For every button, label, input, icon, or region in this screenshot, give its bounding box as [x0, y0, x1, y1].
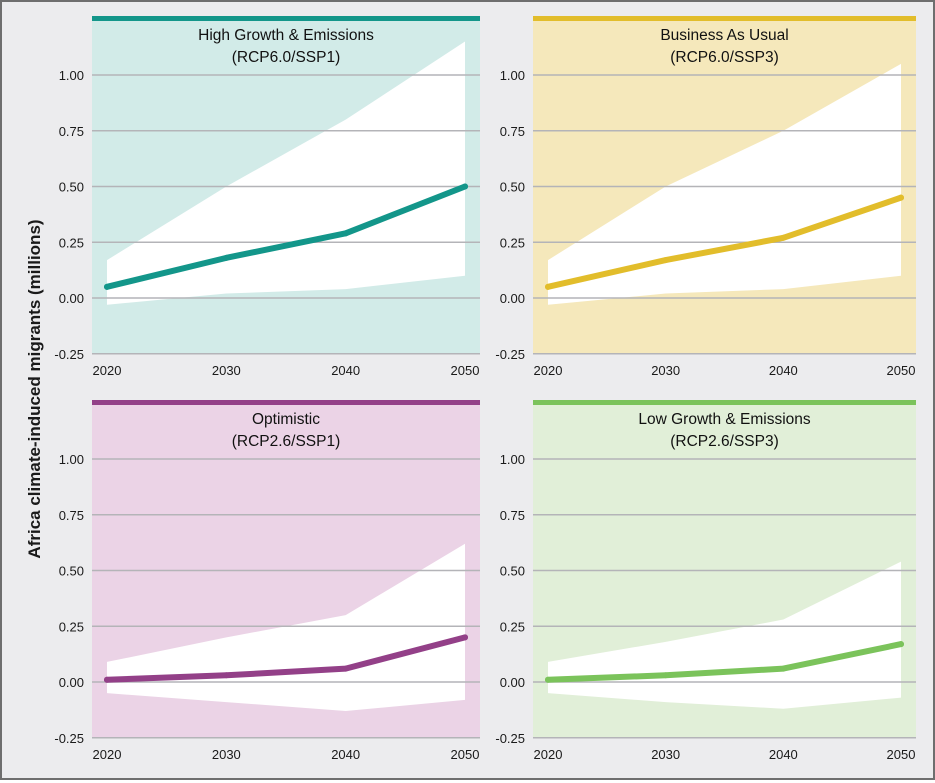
- y-tick-label: 1.00: [59, 452, 84, 467]
- data-point: [104, 676, 110, 683]
- data-point: [545, 676, 551, 683]
- panel-title: Low Growth & Emissions: [638, 411, 811, 428]
- panel-top-bar: [92, 400, 480, 405]
- x-tick-label: 2030: [212, 363, 241, 378]
- chart-panel-2: -0.25 0.00 0.25 0.50 0.75 1.00 2020 2030 2040 205…: [495, 16, 916, 378]
- y-tick-label: -0.25: [54, 731, 84, 746]
- data-point: [462, 634, 468, 641]
- y-tick-label: 1.00: [500, 68, 525, 83]
- series-line: [104, 183, 468, 290]
- chart-panel-1: -0.25 0.00 0.25 0.50 0.75 1.00 2020 2030 2040 205…: [54, 16, 480, 378]
- x-tick-label: 2020: [93, 363, 122, 378]
- x-tick-label: 2040: [769, 363, 798, 378]
- x-tick-label: 2050: [887, 363, 916, 378]
- y-tick-label: 0.50: [500, 564, 525, 579]
- y-tick-label: 0.00: [500, 291, 525, 306]
- data-point: [104, 283, 110, 290]
- panel-title: High Growth & Emissions: [198, 27, 374, 44]
- x-tick-label: 2030: [212, 747, 241, 762]
- y-tick-label: 0.25: [59, 235, 84, 250]
- series-line: [545, 194, 904, 290]
- panel-top-bar: [92, 16, 480, 21]
- panel-top-bar: [533, 400, 916, 405]
- y-tick-label: 0.25: [500, 619, 525, 634]
- y-tick-label: 0.25: [59, 619, 84, 634]
- y-tick-label: -0.25: [54, 347, 84, 362]
- data-point: [662, 672, 669, 679]
- panel-subtitle: (RCP6.0/SSP1): [232, 49, 341, 66]
- x-tick-label: 2040: [331, 363, 360, 378]
- data-point: [662, 257, 669, 264]
- x-tick-label: 2020: [534, 747, 563, 762]
- y-tick-label: 0.50: [59, 564, 84, 579]
- y-tick-label: 0.50: [500, 180, 525, 195]
- y-tick-label: 0.50: [59, 180, 84, 195]
- y-tick-label: 0.75: [500, 508, 525, 523]
- y-axis-label: Africa climate-induced migrants (million…: [25, 219, 44, 558]
- panel-subtitle: (RCP2.6/SSP3): [670, 433, 779, 450]
- panel-subtitle: (RCP2.6/SSP1): [232, 433, 341, 450]
- x-tick-label: 2020: [534, 363, 563, 378]
- x-tick-label: 2040: [769, 747, 798, 762]
- y-tick-label: 0.75: [500, 124, 525, 139]
- y-tick-label: 0.25: [500, 235, 525, 250]
- x-tick-label: 2050: [451, 363, 480, 378]
- y-tick-label: 0.75: [59, 508, 84, 523]
- data-point: [898, 194, 904, 201]
- y-tick-label: 0.00: [59, 291, 84, 306]
- data-point: [780, 665, 787, 672]
- uncertainty-band: [107, 41, 465, 305]
- x-tick-label: 2040: [331, 747, 360, 762]
- x-tick-label: 2030: [651, 363, 680, 378]
- x-tick-label: 2030: [651, 747, 680, 762]
- y-tick-label: 0.75: [59, 124, 84, 139]
- panel-top-bar: [533, 16, 916, 21]
- x-tick-label: 2050: [887, 747, 916, 762]
- y-tick-label: 0.00: [59, 675, 84, 690]
- y-tick-label: -0.25: [495, 731, 525, 746]
- y-tick-label: 1.00: [500, 452, 525, 467]
- data-point: [545, 283, 551, 290]
- y-tick-label: 1.00: [59, 68, 84, 83]
- data-point: [898, 641, 904, 648]
- data-point: [342, 230, 349, 237]
- y-tick-label: -0.25: [495, 347, 525, 362]
- data-point: [462, 183, 468, 190]
- chart-panel-3: -0.25 0.00 0.25 0.50 0.75 1.00 2020 2030 2040 205…: [54, 400, 480, 762]
- data-point: [342, 665, 349, 672]
- data-point: [223, 254, 230, 261]
- chart-panel-4: -0.25 0.00 0.25 0.50 0.75 1.00 2020 2030 2040 205…: [495, 400, 916, 762]
- uncertainty-band: [548, 561, 901, 709]
- data-point: [223, 672, 230, 679]
- series-line: [104, 634, 468, 683]
- series-line: [545, 641, 904, 683]
- x-tick-label: 2050: [451, 747, 480, 762]
- y-tick-label: 0.00: [500, 675, 525, 690]
- uncertainty-band: [107, 543, 465, 711]
- x-tick-label: 2020: [93, 747, 122, 762]
- panel-title: Optimistic: [252, 411, 320, 428]
- data-point: [780, 234, 787, 241]
- uncertainty-band: [548, 63, 901, 305]
- panel-subtitle: (RCP6.0/SSP3): [670, 49, 779, 66]
- panel-title: Business As Usual: [660, 27, 788, 44]
